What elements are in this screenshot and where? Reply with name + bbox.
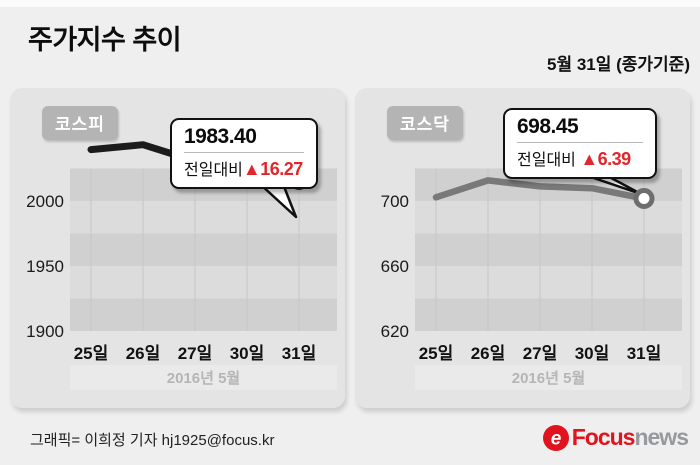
callout-divider <box>517 142 643 143</box>
y-axis-tick-label: 1900 <box>26 322 64 341</box>
period-band <box>70 365 337 390</box>
x-axis-tick-label: 25일 <box>74 344 109 363</box>
kospi-callout-value: 1983.40 <box>184 125 257 148</box>
kosdaq-callout-value: 698.45 <box>517 115 579 138</box>
plot-band <box>415 233 682 266</box>
plot-band <box>415 266 682 299</box>
kospi-delta-value: ▲16.27 <box>242 159 303 179</box>
kospi-badge: 코스피 <box>42 106 118 140</box>
kosdaq-badge: 코스닥 <box>387 106 463 140</box>
period-band-label: 2016년 5월 <box>167 370 240 387</box>
last-point-marker <box>633 188 655 209</box>
kosdaq-chart-panel: 700 660 620 25일 26일 27일 30일 31일 2016년 5월 코스닥 698… <box>355 88 690 408</box>
index-line-series <box>432 177 648 202</box>
x-axis-tick-label: 26일 <box>471 344 506 363</box>
callout-divider <box>184 152 304 153</box>
page-title: 주가지수 추이 <box>28 25 182 55</box>
x-axis-tick-label: 25일 <box>419 344 454 363</box>
focusnews-logo: e Focus news <box>542 424 689 451</box>
e-swirl-icon: e <box>542 424 569 451</box>
y-axis-tick-label: 700 <box>381 192 409 211</box>
plot-band <box>70 298 337 331</box>
plot-band <box>70 266 337 299</box>
kospi-callout-row: 전일대비▲16.27 <box>184 156 304 180</box>
x-axis-tick-label: 30일 <box>230 344 265 363</box>
x-axis-tick-label: 27일 <box>523 344 558 363</box>
y-axis-tick-label: 660 <box>381 257 409 276</box>
x-axis-tick-label: 26일 <box>126 344 161 363</box>
graphic-credit: 그래픽= 이희정 기자 hj1925@focus.kr <box>30 432 275 449</box>
plot-band <box>415 298 682 331</box>
kospi-callout: 1983.40 전일대비▲16.27 <box>170 118 318 189</box>
x-axis-tick-label: 27일 <box>178 344 213 363</box>
kosdaq-delta-value: ▲6.39 <box>580 149 631 169</box>
kosdaq-callout-row: 전일대비 ▲6.39 <box>517 146 643 170</box>
logo-secondary-text: news <box>634 424 689 450</box>
y-axis-tick-label: 2000 <box>26 192 64 211</box>
kosdaq-delta-label: 전일대비 <box>517 152 581 169</box>
x-axis-tick-label: 30일 <box>575 344 610 363</box>
plot-band <box>70 233 337 266</box>
date-note: 5월 31일 (종가기준) <box>547 55 690 74</box>
kospi-delta-label: 전일대비 <box>184 162 243 179</box>
kospi-chart-panel: 2000 1950 1900 25일 26일 27일 30일 31일 2016년 5월 코스피 … <box>10 88 345 408</box>
period-band <box>415 365 682 390</box>
x-axis-tick-label: 31일 <box>627 344 662 363</box>
period-band-label: 2016년 5월 <box>512 370 585 387</box>
logo-primary-text: Focus <box>571 424 636 450</box>
logo-mark-letter: e <box>550 428 561 449</box>
y-axis-tick-label: 620 <box>381 322 409 341</box>
kosdaq-callout: 698.45 전일대비 ▲6.39 <box>503 108 657 179</box>
y-axis-tick-label: 1950 <box>26 257 64 276</box>
top-strip <box>0 0 700 7</box>
x-axis-tick-label: 31일 <box>282 344 317 363</box>
